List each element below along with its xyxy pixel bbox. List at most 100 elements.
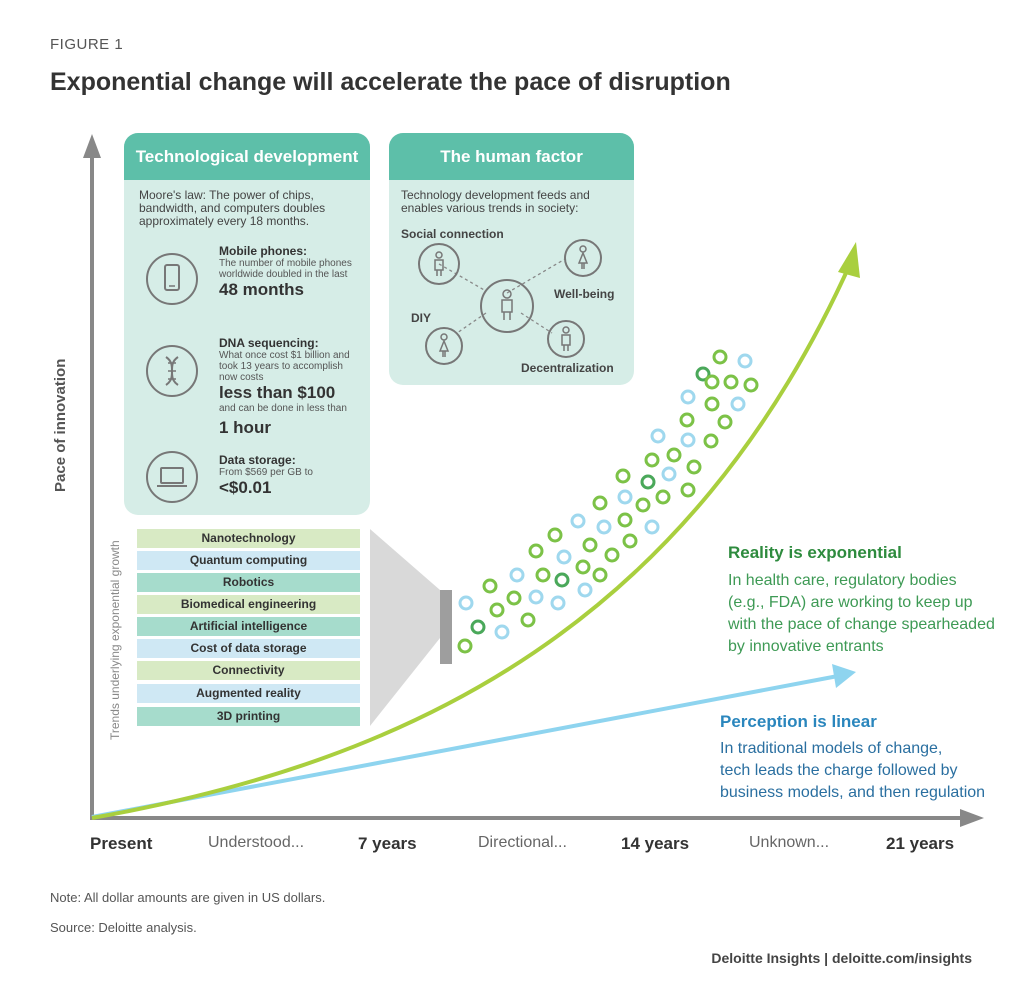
perception-line: business models, and then regulation xyxy=(720,784,986,801)
human-box-intro: Technology development feeds and enables… xyxy=(401,188,590,215)
innovation-circle xyxy=(575,559,591,575)
decentralization-icon xyxy=(547,320,585,358)
tech-development-box: Technological development Moore's law: T… xyxy=(124,133,370,515)
linear-arrow xyxy=(832,664,856,688)
innovation-circle xyxy=(592,495,608,511)
reality-line: by innovative entrants xyxy=(728,638,884,655)
innovation-circle xyxy=(679,412,695,428)
human-network xyxy=(418,239,602,365)
innovation-circle xyxy=(489,602,505,618)
mobile-phone-icon xyxy=(146,253,198,305)
innovation-circle xyxy=(596,519,612,535)
innovation-circle xyxy=(680,432,696,448)
innovation-circle xyxy=(470,619,486,635)
perception-text: In traditional models of change, tech le… xyxy=(720,738,985,804)
innovation-circle xyxy=(644,452,660,468)
dna-value: less than $100 xyxy=(219,383,336,402)
human-factor-box: The human factor Technology development … xyxy=(389,133,634,385)
innovation-circle xyxy=(615,468,631,484)
innovation-circle xyxy=(550,595,566,611)
innovation-circle xyxy=(482,578,498,594)
trend-item: Quantum computing xyxy=(137,551,360,570)
x-label-present: Present xyxy=(90,834,153,853)
reality-line: (e.g., FDA) are working to keep up xyxy=(728,594,973,611)
node-diy: DIY xyxy=(411,311,432,325)
x-label-21-years: 21 years xyxy=(886,834,955,853)
innovation-circle xyxy=(582,537,598,553)
y-axis-label: Pace of innovation xyxy=(52,358,69,492)
innovation-circle xyxy=(704,374,720,390)
reality-text: In health care, regulatory bodies (e.g.,… xyxy=(728,570,995,658)
center-person-icon xyxy=(480,279,534,333)
dna-icon xyxy=(146,345,198,397)
perception-line: tech leads the charge followed by xyxy=(720,762,958,779)
innovation-circle xyxy=(666,447,682,463)
innovation-circles xyxy=(457,349,759,654)
innovation-circle xyxy=(509,567,525,583)
x-axis-arrow xyxy=(960,809,984,827)
innovation-circle xyxy=(556,549,572,565)
innovation-circle xyxy=(577,582,593,598)
innovation-circle xyxy=(655,489,671,505)
mobile-title: Mobile phones: xyxy=(219,244,307,258)
reality-line: with the pace of change spearheaded xyxy=(728,616,995,633)
innovation-circle xyxy=(604,547,620,563)
perception-heading: Perception is linear xyxy=(720,712,877,731)
y-axis-arrow xyxy=(83,134,101,158)
innovation-circle xyxy=(547,527,563,543)
innovation-circle xyxy=(686,459,702,475)
x-label-understood: Understood... xyxy=(208,834,305,851)
storage-value: <$0.01 xyxy=(219,478,272,497)
innovation-circle xyxy=(506,590,522,606)
diy-icon xyxy=(425,327,463,365)
trend-item: Nanotechnology xyxy=(137,529,360,548)
credit-text: Deloitte Insights | deloitte.com/insight… xyxy=(711,950,972,966)
funnel-outlet xyxy=(440,590,452,664)
innovation-circle xyxy=(592,567,608,583)
exponential-arrow xyxy=(838,242,860,278)
innovation-circle xyxy=(680,389,696,405)
innovation-circle xyxy=(650,428,666,444)
dna-title: DNA sequencing: xyxy=(219,336,319,350)
innovation-circle xyxy=(622,533,638,549)
source-text: Source: Deloitte analysis. xyxy=(50,920,197,935)
figure-title: Exponential change will accelerate the p… xyxy=(50,68,731,96)
reality-heading: Reality is exponential xyxy=(728,543,902,562)
storage-text: From $569 per GB to xyxy=(219,467,313,478)
dna-text2: and can be done in less than xyxy=(219,403,347,414)
exponential-reality-curve xyxy=(91,261,853,820)
innovation-circle xyxy=(703,433,719,449)
trend-funnel xyxy=(370,529,440,726)
trend-item: 3D printing xyxy=(137,707,360,726)
mobile-value: 48 months xyxy=(219,280,305,299)
innovation-circle xyxy=(680,482,696,498)
figure-label: FIGURE 1 xyxy=(50,36,124,53)
node-decentralization: Decentralization xyxy=(521,361,614,375)
innovation-circle xyxy=(635,497,651,513)
x-label-14-years: 14 years xyxy=(621,834,690,853)
x-label-directional: Directional... xyxy=(478,834,567,851)
innovation-circle xyxy=(717,414,733,430)
tech-box-intro: Moore's law: The power of chips, bandwid… xyxy=(139,188,326,228)
human-box-title: The human factor xyxy=(389,133,634,180)
trend-item: Biomedical engineering xyxy=(137,595,360,614)
well-being-icon xyxy=(564,239,602,277)
trends-axis-label: Trends underlying exponential growth xyxy=(108,540,122,740)
trend-item: Cost of data storage xyxy=(137,639,360,658)
innovation-circle xyxy=(528,543,544,559)
dna-text: What once cost $1 billion and took 13 ye… xyxy=(219,350,350,383)
linear-perception-line xyxy=(91,674,839,819)
note-text: Note: All dollar amounts are given in US… xyxy=(50,890,326,905)
innovation-circle xyxy=(528,589,544,605)
laptop-icon xyxy=(146,451,198,503)
innovation-circle xyxy=(640,474,656,490)
innovation-circle xyxy=(730,396,746,412)
reality-line: In health care, regulatory bodies xyxy=(728,572,957,589)
innovation-circle xyxy=(617,489,633,505)
tech-box-title: Technological development xyxy=(124,133,370,180)
innovation-circle xyxy=(695,366,711,382)
innovation-circle xyxy=(644,519,660,535)
trend-item: Connectivity xyxy=(137,661,360,680)
innovation-circle xyxy=(554,572,570,588)
perception-line: In traditional models of change, xyxy=(720,740,943,757)
